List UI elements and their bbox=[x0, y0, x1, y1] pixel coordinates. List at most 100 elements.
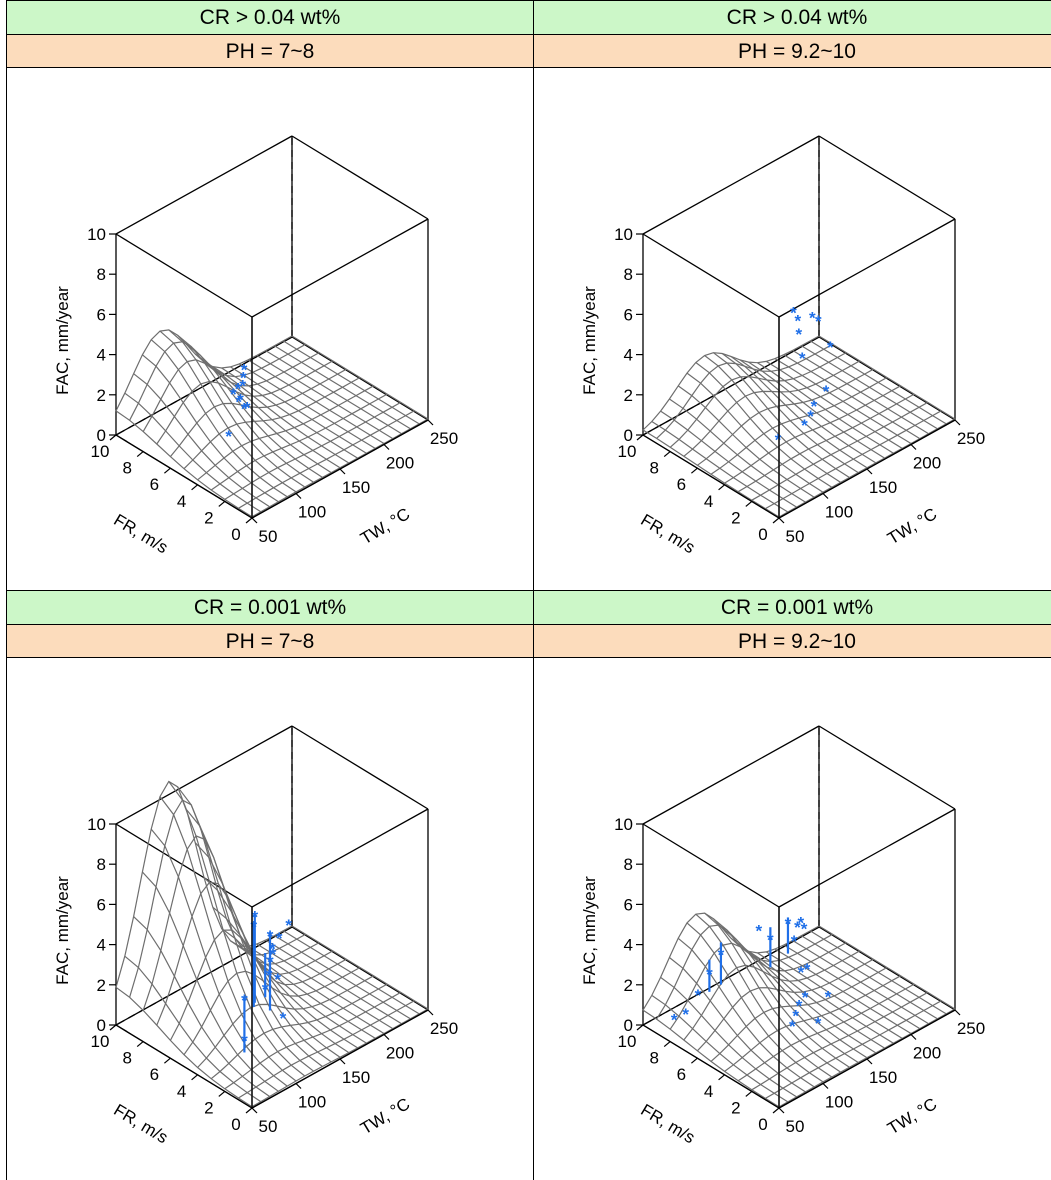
ph-strip: PH = 7~8 bbox=[7, 624, 533, 658]
z-tick-label: 8 bbox=[97, 265, 106, 284]
mesh-line bbox=[642, 1009, 780, 1108]
mesh-line bbox=[124, 392, 262, 513]
mesh-line bbox=[669, 957, 806, 1093]
surface-mesh bbox=[115, 780, 429, 1108]
fr-axis-label: FR, m/s bbox=[637, 1100, 698, 1147]
box-edge bbox=[115, 1024, 253, 1109]
fr-tick bbox=[164, 1057, 171, 1064]
data-point: * bbox=[267, 927, 274, 946]
box-edge bbox=[818, 725, 956, 810]
tw-tick bbox=[251, 1107, 258, 1114]
z-tick-label: 10 bbox=[614, 225, 633, 244]
box-edge bbox=[818, 336, 956, 421]
data-point: * bbox=[244, 398, 251, 417]
surface-mesh bbox=[642, 912, 956, 1108]
mesh-line bbox=[792, 349, 929, 435]
data-point: * bbox=[237, 390, 244, 409]
cr-strip: CR = 0.001 wt% bbox=[534, 590, 1051, 624]
hidden-edge bbox=[115, 336, 293, 436]
data-point: * bbox=[241, 361, 248, 380]
fr-tick bbox=[691, 467, 698, 474]
z-tick-label: 6 bbox=[624, 895, 633, 914]
ph-strip: PH = 7~8 bbox=[7, 34, 533, 68]
fr-tick bbox=[691, 1057, 698, 1064]
ph-strip: PH = 9.2~10 bbox=[534, 34, 1051, 68]
mesh-line bbox=[721, 353, 859, 474]
tw-tick-label: 50 bbox=[786, 1117, 805, 1136]
data-point: * bbox=[276, 929, 283, 948]
tw-tick-label: 200 bbox=[386, 1044, 414, 1063]
mesh-line bbox=[203, 876, 341, 1058]
mesh-line bbox=[704, 912, 841, 1073]
data-point: * bbox=[796, 996, 803, 1015]
data-point: * bbox=[240, 368, 247, 387]
fr-tick bbox=[218, 500, 226, 507]
data-point: * bbox=[225, 427, 232, 446]
mesh-line bbox=[642, 429, 780, 518]
tw-tick-label: 150 bbox=[342, 1068, 370, 1087]
fr-tick-label: 8 bbox=[122, 1049, 131, 1068]
data-point: * bbox=[262, 980, 269, 999]
fr-tick-label: 6 bbox=[677, 475, 686, 494]
mesh-line bbox=[757, 952, 894, 1044]
cr-strip: CR > 0.04 wt% bbox=[7, 0, 533, 34]
fr-tick-label: 4 bbox=[704, 492, 713, 511]
z-axis-label: FAC, mm/year bbox=[53, 286, 72, 395]
mesh-line bbox=[256, 943, 394, 1030]
fr-tick-label: 8 bbox=[122, 459, 131, 478]
tw-tick bbox=[427, 1009, 434, 1016]
z-tick-label: 6 bbox=[97, 895, 106, 914]
z-tick-label: 4 bbox=[624, 346, 633, 365]
fr-tick-label: 2 bbox=[731, 1098, 740, 1117]
fr-axis-label: FR, m/s bbox=[110, 510, 171, 557]
data-point: * bbox=[280, 1009, 287, 1028]
z-tick-label: 8 bbox=[624, 855, 633, 874]
box-edge bbox=[642, 135, 820, 235]
tw-tick bbox=[910, 444, 917, 450]
tw-tick-label: 50 bbox=[259, 1117, 278, 1136]
tw-tick-label: 200 bbox=[913, 454, 941, 473]
fr-tick-label: 0 bbox=[758, 1115, 767, 1134]
mesh-line bbox=[291, 925, 429, 1010]
mesh-line bbox=[169, 368, 347, 457]
mesh-line bbox=[677, 385, 815, 498]
tw-tick-label: 200 bbox=[386, 454, 414, 473]
z-tick-label: 2 bbox=[624, 386, 633, 405]
fr-tick bbox=[663, 451, 671, 458]
box-edge bbox=[115, 725, 293, 825]
data-point: * bbox=[791, 932, 798, 951]
tw-tick bbox=[383, 1034, 390, 1040]
z-tick-label: 2 bbox=[97, 976, 106, 995]
data-point: * bbox=[756, 921, 763, 940]
data-point: * bbox=[235, 392, 242, 411]
mesh-line bbox=[695, 913, 833, 1078]
fr-tick-label: 8 bbox=[649, 1049, 658, 1068]
mesh-line bbox=[291, 335, 429, 420]
fr-tick bbox=[191, 1074, 198, 1081]
tw-tick-label: 200 bbox=[913, 1044, 941, 1063]
fr-axis-label: FR, m/s bbox=[637, 510, 698, 557]
mesh-line bbox=[818, 335, 956, 420]
figure-grid: CR > 0.04 wt% PH = 7~8 * * * * * * * * * * 0 2 4 6 8 10… bbox=[6, 0, 1051, 1180]
tw-tick bbox=[866, 1058, 873, 1065]
mesh-line bbox=[739, 359, 877, 464]
mesh-line bbox=[221, 928, 358, 1049]
panel-3: CR = 0.001 wt% PH = 7~8 * * * * * * * * * * * * * * 0 2… bbox=[6, 590, 533, 1180]
tw-tick bbox=[295, 493, 302, 499]
box-edge bbox=[115, 233, 253, 318]
box-edge bbox=[115, 823, 253, 908]
data-point: * bbox=[792, 1007, 799, 1026]
z-tick-label: 6 bbox=[97, 305, 106, 324]
mesh-line bbox=[730, 356, 868, 469]
mesh-line bbox=[282, 930, 420, 1015]
data-point: * bbox=[825, 987, 832, 1006]
z-tick-label: 0 bbox=[97, 1016, 106, 1035]
mesh-line bbox=[651, 994, 789, 1103]
fr-tick bbox=[663, 1041, 671, 1048]
mesh-line bbox=[256, 354, 394, 440]
box-edge bbox=[818, 135, 956, 220]
fr-tick-label: 4 bbox=[177, 492, 186, 511]
z-axis-label: FAC, mm/year bbox=[53, 876, 72, 985]
mesh-line bbox=[774, 358, 912, 445]
